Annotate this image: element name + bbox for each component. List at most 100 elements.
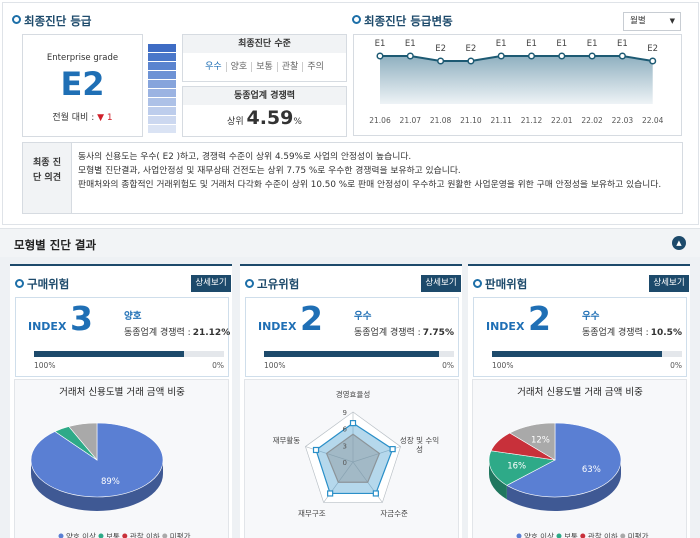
trend-point [527,52,536,60]
index-box: INDEX 2 우수 동종업계 경쟁력 :10.5% [473,297,687,377]
level-option: 우수 [205,62,222,72]
x-tick-label: 21.07 [400,116,422,125]
section-bar: 모형별 진단 결과 ▲ [0,228,700,257]
section-title: 모형별 진단 결과 [14,238,97,252]
bar-tick-label: 0% [670,361,682,370]
trend-point [618,52,626,60]
level-title: 최종진단 수준 [183,35,346,53]
x-tick-label: 22.03 [612,116,634,125]
level-box: 최종진단 수준 우수 양호 보통 관찰 주의 [182,34,347,82]
opinion-label: 최종 진단 의견 [33,158,61,183]
opinion-line: 동사의 신용도는 우수( E2 )하고, 경쟁력 수준이 상위 4.59%로 사… [78,152,412,162]
period-label: 월별 [630,16,646,26]
point-label: E1 [617,39,628,49]
pie-slice [509,422,556,461]
chart-box: 거래처 신용도별 거래 금액 비중 63% 16% 12% 양호 이상 보통 관찰 이하 미평… [472,379,687,538]
bar-tick-label: 100% [492,361,514,370]
index-status: 우수 [354,311,372,322]
r-tick-label: 9 [343,409,347,417]
legend-swatch [98,533,104,538]
trend-point [467,57,475,65]
title-icon [473,279,482,288]
index-label: INDEX [258,320,297,333]
level-option: 관찰 [276,62,303,72]
r-tick-label: 0 [343,459,347,467]
radar-point [327,490,334,497]
detail-button[interactable]: 상세보기 [191,275,231,292]
slice-label: 89% [101,477,120,487]
risk-panel: 고유위험 상세보기 INDEX 2 우수 동종업계 경쟁력 :7.75% 100% 0% 0 3 6… [240,264,462,538]
legend-swatch [162,533,168,538]
grade-caption: Enterprise grade [46,53,119,63]
axis-label: 자금수준 [380,509,408,519]
level-option: 보통 [251,62,277,72]
collapse-button[interactable]: ▲ [672,236,686,250]
detail-button[interactable]: 상세보기 [421,275,461,292]
radar-point [312,446,320,454]
index-value: 3 [70,299,93,338]
legend-label: 보통 [564,532,578,538]
peer-box: 동종업계 경쟁력 상위 4.59% [182,86,347,137]
progress-fill [492,351,663,357]
peer-line: 동종업계 경쟁력 :7.75% [354,325,454,338]
peer-value: 10.5 [650,328,673,338]
legend-label: 양호 이상 [66,531,96,538]
bar-tick-label: 0% [212,361,224,370]
title-icon [15,279,24,288]
peer-value: 7.75 [422,328,445,338]
change-value: 1 [106,113,113,123]
slice-label: 16% [507,462,526,472]
select-arrow: ▼ [669,17,675,25]
index-status: 우수 [582,311,600,322]
index-value: 2 [528,299,551,338]
pie-side [506,460,621,511]
level-option: 주의 [302,62,328,72]
period-select[interactable]: 월별 ▼ [623,12,681,31]
peer-line: 동종업계 경쟁력 :10.5% [582,325,682,338]
x-tick-label: 21.10 [460,116,482,125]
top-frame [2,2,699,225]
chart-box: 0 3 6 9 경영효율성 성장 및 수익성 자금수준 재무구조 재무활동 [244,379,459,538]
opinion-line: 판매처와의 종합적인 거래위험도 및 거래처 다각화 수준이 상위 10.50 … [78,180,662,190]
x-tick-label: 22.04 [642,116,664,125]
pie-slice [488,450,556,486]
peer-label: 동종업계 경쟁력 : [354,328,421,338]
panel-chart: 0 3 6 9 [305,409,401,503]
trend-point [406,52,414,60]
x-tick-label: 21.12 [521,116,543,125]
point-label: E2 [466,44,477,54]
trend-point [558,52,566,60]
legend-swatch [122,533,128,538]
legend-label: 양호 이상 [524,531,554,538]
index-box: INDEX 3 양호 동종업계 경쟁력 :21.12% [15,297,231,377]
progress-fill [34,351,184,357]
title-icon [245,279,254,288]
index-status: 양호 [124,311,142,322]
legend-swatch [620,533,626,538]
legend-swatch [58,533,64,538]
point-label: E1 [496,39,507,49]
trend-title: 최종진단 등급변동 [364,14,453,28]
x-tick-label: 22.01 [551,116,573,125]
point-label: E2 [647,44,658,54]
axis-label: 재무활동 [272,435,301,445]
radar-point [372,490,379,497]
trend-point [376,52,384,60]
trend-area [380,56,653,104]
index-value: 2 [300,299,323,338]
panel-title: 판매위험 [485,277,528,291]
detail-button[interactable]: 상세보기 [649,275,689,292]
r-tick-label: 3 [343,442,347,450]
peer-value: 21.12 [192,328,222,338]
axis-label: 성장 및 수익성 [399,435,440,454]
peer-unit: % [293,117,302,127]
peer-unit: % [221,328,231,338]
title-icon [352,15,361,24]
point-label: E2 [435,44,446,54]
pie-slice [68,422,98,461]
peer-label: 동종업계 경쟁력 : [582,328,649,338]
title-icon [12,15,21,24]
pie-side [489,460,507,500]
